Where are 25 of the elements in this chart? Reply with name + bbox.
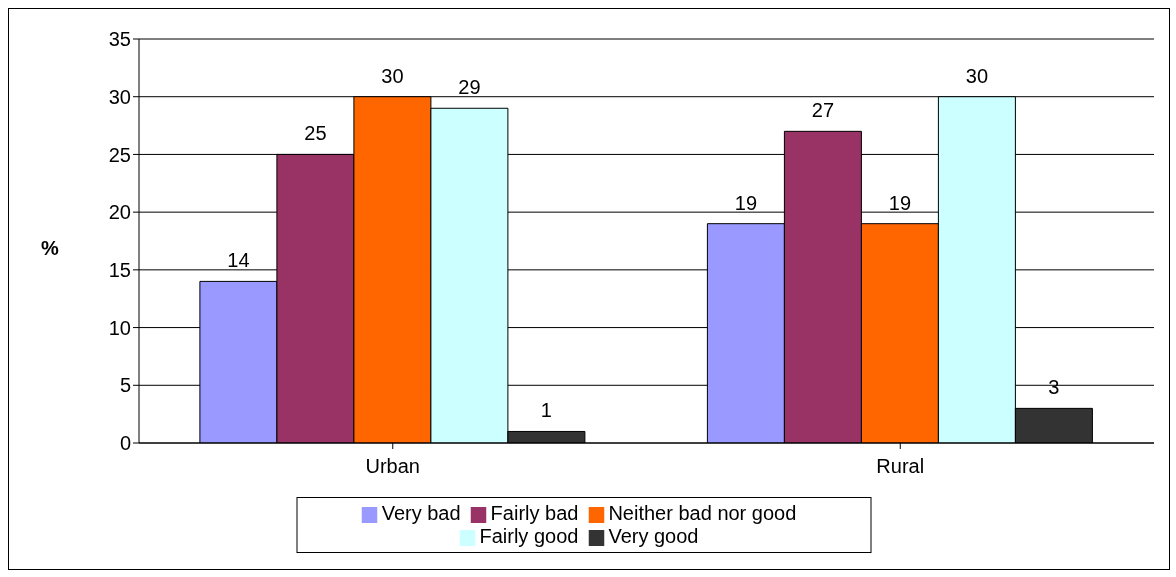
data-label: 30 (965, 64, 989, 87)
legend-label: Fairly bad (490, 502, 579, 524)
data-label: 14 (227, 249, 250, 272)
y-axis-title: % (41, 237, 59, 260)
y-tick-label: 25 (108, 143, 131, 166)
data-label: 29 (458, 76, 481, 99)
y-tick-label: 30 (108, 85, 131, 108)
legend-label: Very good (608, 525, 699, 547)
data-label: 30 (381, 64, 404, 87)
legend-label: Very bad (381, 502, 461, 524)
y-tick-label: 5 (119, 374, 131, 397)
y-tick-label: 15 (108, 258, 131, 281)
x-tick-label: Urban (365, 455, 420, 478)
y-tick-label: 20 (108, 201, 131, 224)
legend-label: Fairly good (479, 525, 579, 547)
data-label: 19 (888, 191, 912, 214)
data-label: 1 (540, 399, 552, 422)
data-label: 25 (304, 122, 327, 145)
legend-label: Neither bad nor good (608, 502, 797, 524)
y-tick-label: 0 (119, 432, 131, 455)
y-tick-label: 35 (108, 28, 131, 51)
y-tick-label: 10 (108, 316, 131, 339)
x-tick-label: Rural (876, 455, 925, 478)
data-label: 19 (734, 191, 758, 214)
data-label: 27 (811, 99, 835, 122)
